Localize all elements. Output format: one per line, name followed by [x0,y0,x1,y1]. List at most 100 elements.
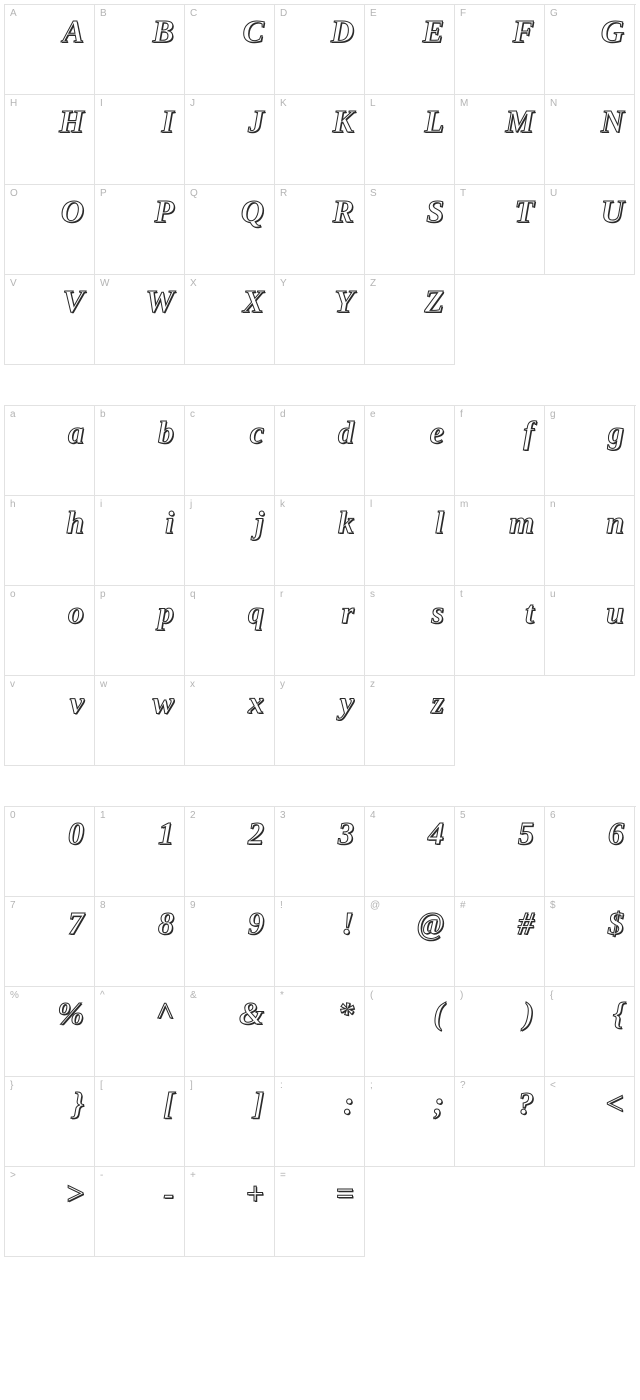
glyph-cell[interactable]: 66 [545,807,635,897]
glyph-cell[interactable]: HH [5,95,95,185]
glyph-cell[interactable]: pp [95,586,185,676]
glyph-cell[interactable]: tt [455,586,545,676]
glyph-cell[interactable]: ll [365,496,455,586]
glyph-cell[interactable]: ww [95,676,185,766]
key-label: Q [190,188,198,199]
glyph-cell[interactable]: oo [5,586,95,676]
glyph-cell[interactable]: jj [185,496,275,586]
glyph-cell[interactable]: [[ [95,1077,185,1167]
glyph-cell[interactable]: ee [365,406,455,496]
glyph-display: - [163,1175,174,1212]
glyph-cell[interactable]: zz [365,676,455,766]
glyph-cell[interactable]: aa [5,406,95,496]
glyph-cell[interactable]: 55 [455,807,545,897]
glyph-cell[interactable]: kk [275,496,365,586]
glyph-cell[interactable]: ff [455,406,545,496]
glyph-cell[interactable]: qq [185,586,275,676]
glyph-cell[interactable]: JJ [185,95,275,185]
glyph-cell[interactable]: %% [5,987,95,1077]
glyph-cell[interactable]: 00 [5,807,95,897]
key-label: ) [460,990,463,1001]
glyph-cell[interactable]: TT [455,185,545,275]
glyph-cell[interactable]: AA [5,5,95,95]
glyph-cell[interactable]: XX [185,275,275,365]
glyph-cell[interactable]: ZZ [365,275,455,365]
glyph-cell[interactable]: UU [545,185,635,275]
glyph-cell[interactable]: -- [95,1167,185,1257]
glyph-cell[interactable]: YY [275,275,365,365]
glyph-cell[interactable]: !! [275,897,365,987]
glyph-cell[interactable]: WW [95,275,185,365]
glyph-cell[interactable]: @@ [365,897,455,987]
glyph-cell[interactable]: bb [95,406,185,496]
key-label: B [100,8,107,19]
glyph-cell[interactable]: DD [275,5,365,95]
glyph-cell[interactable]: 33 [275,807,365,897]
glyph-cell[interactable]: 44 [365,807,455,897]
glyph-cell[interactable]: 22 [185,807,275,897]
glyph-cell[interactable]: }} [5,1077,95,1167]
glyph-cell[interactable]: VV [5,275,95,365]
glyph-display: N [601,103,624,140]
glyph-cell[interactable]: ii [95,496,185,586]
glyph-display: l [435,504,444,541]
glyph-cell[interactable]: == [275,1167,365,1257]
glyph-cell[interactable]: yy [275,676,365,766]
glyph-cell[interactable]: BB [95,5,185,95]
glyph-cell[interactable]: QQ [185,185,275,275]
glyph-cell[interactable]: ++ [185,1167,275,1257]
glyph-cell[interactable]: && [185,987,275,1077]
glyph-cell[interactable]: 77 [5,897,95,987]
key-label: p [100,589,106,600]
glyph-cell[interactable]: uu [545,586,635,676]
glyph-display: m [509,504,534,541]
glyph-cell[interactable]: mm [455,496,545,586]
glyph-cell[interactable]: nn [545,496,635,586]
glyph-display: K [333,103,354,140]
glyph-cell[interactable]: :: [275,1077,365,1167]
glyph-cell[interactable]: ss [365,586,455,676]
glyph-cell[interactable]: ;; [365,1077,455,1167]
glyph-cell[interactable]: xx [185,676,275,766]
glyph-cell[interactable]: RR [275,185,365,275]
glyph-cell[interactable]: rr [275,586,365,676]
glyph-cell[interactable]: KK [275,95,365,185]
glyph-cell[interactable]: ?? [455,1077,545,1167]
glyph-cell[interactable]: ## [455,897,545,987]
glyph-cell[interactable]: $$ [545,897,635,987]
glyph-cell[interactable]: ^^ [95,987,185,1077]
glyph-cell[interactable]: NN [545,95,635,185]
glyph-cell[interactable]: (( [365,987,455,1077]
glyph-cell[interactable]: SS [365,185,455,275]
glyph-cell[interactable]: EE [365,5,455,95]
key-label: 1 [100,810,106,821]
glyph-cell[interactable]: dd [275,406,365,496]
glyph-cell[interactable]: {{ [545,987,635,1077]
key-label: k [280,499,285,510]
glyph-cell[interactable]: vv [5,676,95,766]
glyph-cell[interactable]: 11 [95,807,185,897]
glyph-cell[interactable]: )) [455,987,545,1077]
glyph-cell[interactable]: 99 [185,897,275,987]
glyph-cell[interactable]: gg [545,406,635,496]
glyph-cell[interactable]: >> [5,1167,95,1257]
key-label: 9 [190,900,196,911]
glyph-display: 9 [248,905,264,942]
glyph-cell[interactable]: PP [95,185,185,275]
glyph-cell[interactable]: 88 [95,897,185,987]
glyph-cell[interactable]: cc [185,406,275,496]
glyph-cell[interactable]: CC [185,5,275,95]
glyph-cell[interactable]: LL [365,95,455,185]
glyph-cell[interactable]: ** [275,987,365,1077]
glyph-cell[interactable]: << [545,1077,635,1167]
glyph-display: = [336,1175,354,1212]
glyph-cell[interactable]: MM [455,95,545,185]
glyph-cell[interactable]: GG [545,5,635,95]
glyph-cell[interactable]: II [95,95,185,185]
glyph-display: k [338,504,354,541]
glyph-cell[interactable]: OO [5,185,95,275]
glyph-cell[interactable]: FF [455,5,545,95]
glyph-cell[interactable]: hh [5,496,95,586]
glyph-cell[interactable]: ]] [185,1077,275,1167]
glyph-display: S [426,193,444,230]
